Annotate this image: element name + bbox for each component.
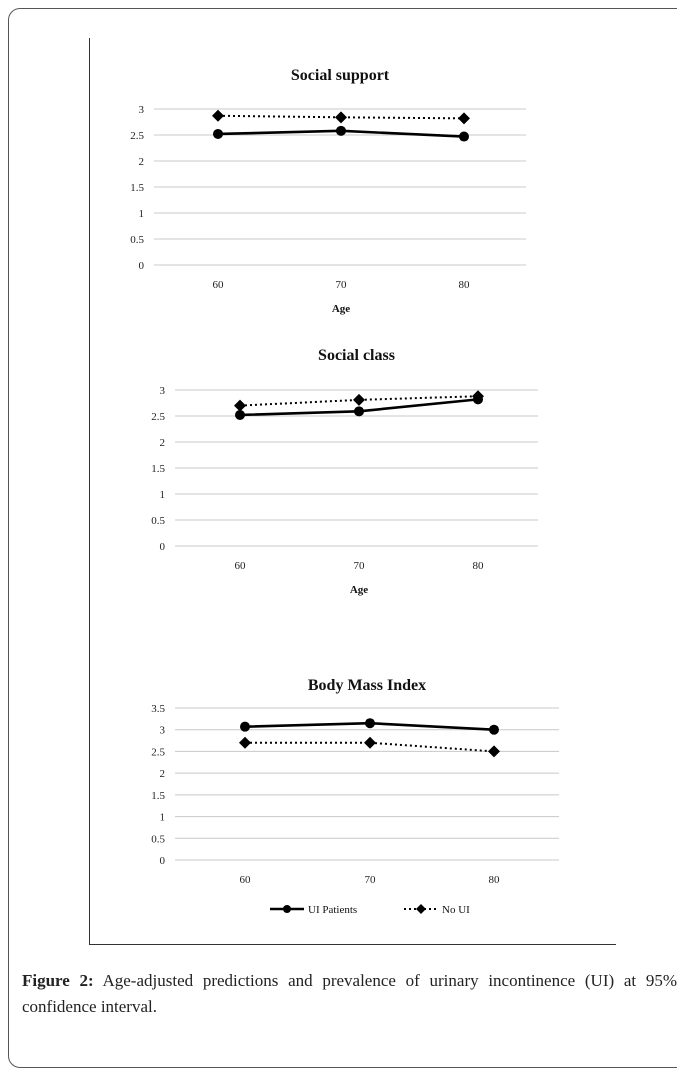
- caption-text: Age-adjusted predictions and prevalence …: [22, 971, 677, 1016]
- y-tick-label: 1: [160, 489, 166, 501]
- y-tick-label: 1: [160, 812, 166, 824]
- x-tick-label: 80: [489, 874, 501, 886]
- chart-title: Social class: [318, 347, 395, 364]
- x-tick-label: 80: [459, 279, 471, 291]
- y-tick-label: 2: [160, 437, 166, 449]
- x-axis-label: Age: [332, 303, 350, 315]
- data-point-no-ui: [335, 111, 347, 124]
- y-tick-label: 3.5: [151, 703, 165, 715]
- data-point-no-ui: [458, 112, 470, 125]
- data-point-no-ui: [364, 736, 376, 749]
- data-point-no-ui: [353, 393, 365, 406]
- x-tick-label: 80: [473, 560, 485, 572]
- y-tick-label: 0.5: [130, 234, 144, 246]
- data-point-ui-patients: [354, 406, 364, 417]
- data-point-no-ui: [212, 109, 224, 122]
- y-tick-label: 1: [139, 208, 145, 220]
- legend-label: UI Patients: [308, 904, 357, 916]
- x-tick-label: 60: [213, 279, 225, 291]
- legend-marker: [416, 904, 426, 914]
- data-point-no-ui: [239, 736, 251, 749]
- y-tick-label: 0.5: [151, 515, 165, 527]
- caption-label: Figure 2:: [22, 971, 94, 990]
- x-tick-label: 60: [235, 560, 247, 572]
- legend-label: No UI: [442, 904, 470, 916]
- y-tick-label: 2.5: [151, 746, 165, 758]
- x-tick-label: 70: [336, 279, 348, 291]
- y-tick-label: 0: [160, 541, 166, 553]
- data-point-ui-patients: [213, 128, 223, 139]
- x-tick-label: 70: [365, 874, 377, 886]
- y-tick-label: 0.5: [151, 833, 165, 845]
- data-point-ui-patients: [489, 724, 499, 735]
- data-point-no-ui: [488, 745, 500, 758]
- data-point-no-ui: [234, 399, 246, 412]
- y-tick-label: 3: [160, 725, 166, 737]
- y-tick-label: 0: [160, 855, 166, 867]
- y-tick-label: 2.5: [151, 411, 165, 423]
- y-tick-label: 0: [139, 260, 145, 272]
- chart-title: Social support: [291, 67, 390, 84]
- y-tick-label: 3: [160, 385, 166, 397]
- series-line-no-ui: [217, 114, 465, 120]
- y-tick-label: 1.5: [151, 790, 165, 802]
- chart-title: Body Mass Index: [308, 677, 426, 694]
- y-tick-label: 1.5: [130, 182, 144, 194]
- figure-caption: Figure 2: Age-adjusted predictions and p…: [22, 968, 677, 1020]
- data-point-no-ui: [472, 390, 484, 403]
- figure-box: [89, 38, 616, 945]
- x-tick-label: 70: [354, 560, 366, 572]
- x-tick-label: 60: [240, 874, 252, 886]
- y-tick-label: 1.5: [151, 463, 165, 475]
- y-tick-label: 2: [160, 768, 166, 780]
- data-point-ui-patients: [459, 131, 469, 142]
- data-point-ui-patients: [365, 718, 375, 729]
- data-point-ui-patients: [235, 409, 245, 420]
- y-tick-label: 3: [139, 104, 145, 116]
- data-point-ui-patients: [240, 721, 250, 732]
- y-tick-label: 2.5: [130, 130, 144, 142]
- data-point-ui-patients: [336, 125, 346, 136]
- legend-marker: [283, 905, 291, 913]
- x-axis-label: Age: [350, 584, 368, 596]
- y-tick-label: 2: [139, 156, 145, 168]
